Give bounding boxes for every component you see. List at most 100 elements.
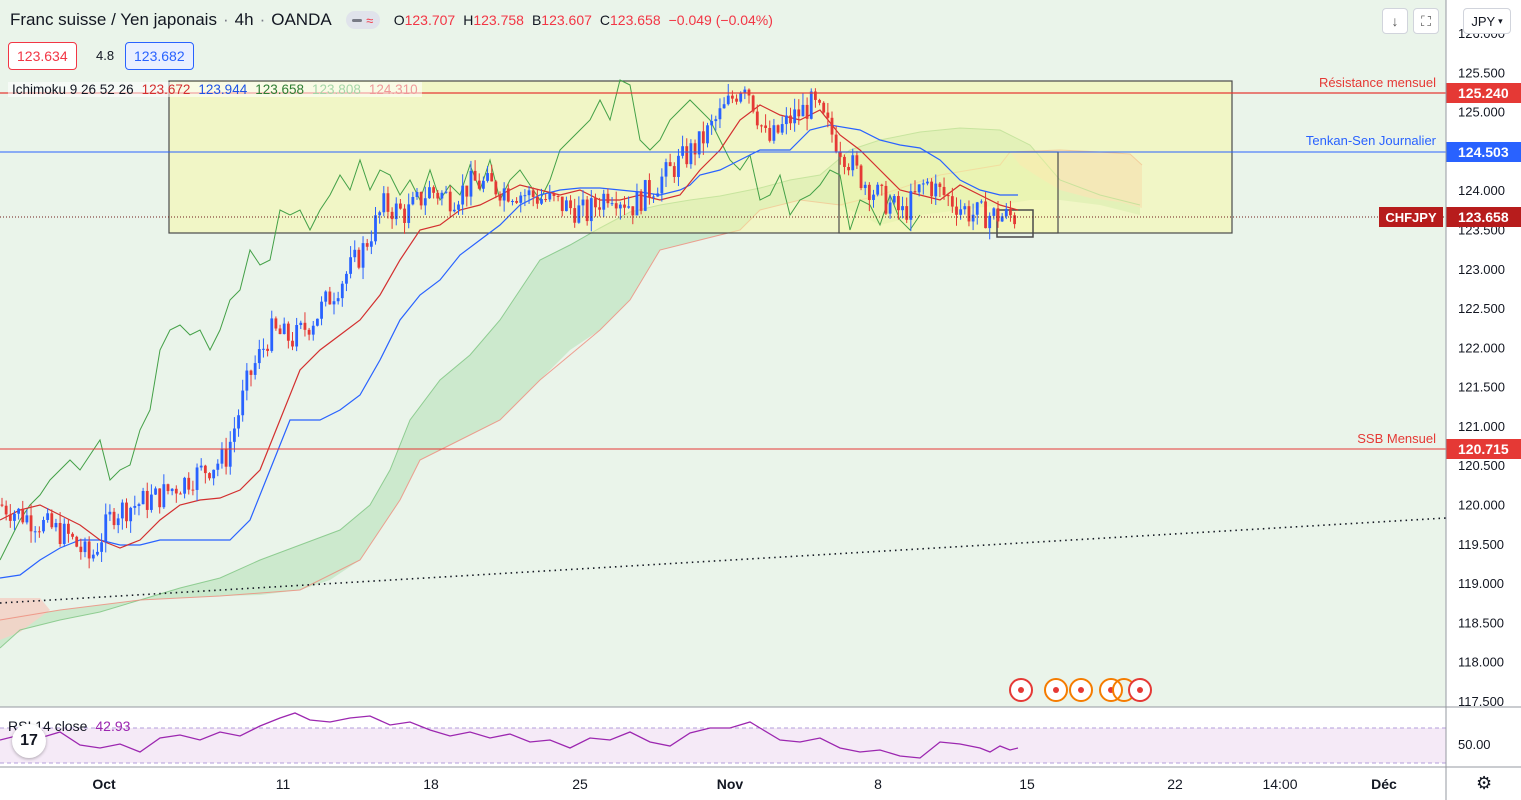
- currency-label: JPY: [1471, 13, 1496, 29]
- candle-body: [324, 291, 328, 302]
- candle-body: [602, 193, 606, 210]
- candle-body: [963, 206, 967, 210]
- time-axis-tick: Oct: [92, 776, 116, 792]
- candle-body: [303, 322, 307, 330]
- candle-body: [780, 124, 784, 133]
- candle-body: [826, 112, 830, 118]
- time-axis-tick: Nov: [717, 776, 744, 792]
- candle-body: [13, 513, 16, 521]
- candle-body: [419, 192, 423, 206]
- interval-label[interactable]: 4h: [234, 10, 254, 29]
- economic-events[interactable]: [1009, 678, 1152, 702]
- candle-body: [162, 484, 166, 508]
- candle-body: [237, 415, 240, 429]
- candle-body: [87, 541, 91, 559]
- candle-body: [46, 513, 50, 520]
- price-axis-tick: 117.500: [1458, 694, 1504, 709]
- candle-body: [54, 522, 58, 528]
- ssb-price-tag: 120.715: [1458, 441, 1509, 457]
- range-box-medium: [838, 151, 1059, 234]
- candle-body: [863, 184, 867, 189]
- candle-body: [660, 176, 664, 194]
- time-axis-tick: 25: [572, 776, 588, 792]
- candle-body: [494, 181, 498, 195]
- candle-body: [739, 93, 743, 102]
- currency-select[interactable]: JPY ▾: [1463, 8, 1511, 34]
- range-box-large: [168, 80, 1233, 234]
- candle-body: [731, 95, 734, 99]
- candle-body: [697, 131, 701, 155]
- candle-body: [506, 188, 510, 202]
- candle-body: [0, 504, 4, 506]
- candle-body: [888, 202, 892, 214]
- indicator-value: 124.310: [368, 82, 418, 97]
- candle-body: [166, 484, 170, 492]
- candle-body: [523, 195, 527, 197]
- ohlc-low: B123.607: [531, 12, 592, 28]
- ohlc-high: H123.758: [463, 12, 524, 28]
- candle-body: [432, 187, 435, 193]
- candle-body: [859, 165, 863, 189]
- candle-body: [79, 546, 83, 553]
- candle-body: [477, 180, 481, 189]
- time-axis[interactable]: Oct 11 18 25 Nov 8 15 22 14:00 Déc: [92, 776, 1397, 792]
- candle-body: [884, 185, 888, 214]
- price-axis[interactable]: 126.000125.500125.000124.000123.500123.0…: [1458, 26, 1505, 709]
- title-separator: ·: [222, 10, 229, 29]
- candle-body: [361, 243, 365, 268]
- candle-body: [623, 204, 626, 208]
- candle-body: [120, 502, 124, 519]
- ichimoku-legend[interactable]: Ichimoku 9 26 52 26 123.672 123.944 123.…: [8, 82, 422, 97]
- resistance-monthly-label: Résistance mensuel: [1319, 75, 1436, 90]
- candle-body: [216, 463, 220, 470]
- tenkan-sen-line: [0, 104, 1019, 549]
- price-axis-tick: 120.000: [1458, 498, 1505, 513]
- candle-body: [664, 162, 668, 177]
- candle-body: [764, 125, 767, 128]
- candle-body: [805, 104, 809, 119]
- candle-body: [847, 166, 850, 171]
- rsi-value: 42.93: [95, 718, 131, 734]
- candle-body: [83, 541, 87, 553]
- tenkan-price-tag: 124.503: [1458, 144, 1509, 160]
- candle-body: [390, 211, 394, 220]
- status-pill[interactable]: ≈: [345, 11, 380, 29]
- candle-body: [257, 349, 261, 364]
- candle-body: [282, 323, 286, 335]
- indicator-name: Ichimoku 9 26 52 26: [12, 82, 134, 97]
- buy-price-button[interactable]: 123.682: [125, 42, 194, 70]
- candle-body: [776, 125, 780, 133]
- candle-body: [793, 109, 797, 124]
- candle-body: [909, 191, 913, 220]
- candle-body: [569, 200, 572, 209]
- candle-body: [585, 199, 589, 222]
- candle-body: [270, 318, 274, 351]
- symbol-title[interactable]: Franc suisse / Yen japonais: [10, 10, 217, 29]
- sell-price-button[interactable]: 123.634: [8, 42, 77, 70]
- candle-body: [627, 206, 631, 208]
- candle-body: [399, 203, 402, 209]
- fit-screen-icon[interactable]: ⛶: [1413, 8, 1439, 34]
- candle-body: [897, 196, 900, 211]
- candle-body: [789, 115, 792, 124]
- candle-body: [565, 200, 568, 212]
- candle-body: [693, 143, 697, 155]
- candle-body: [241, 390, 245, 416]
- candle-body: [755, 111, 759, 126]
- candle-body: [461, 185, 465, 205]
- candle-body: [955, 206, 958, 215]
- candle-body: [921, 183, 925, 185]
- candle-body: [872, 194, 875, 201]
- arrow-down-icon[interactable]: ↓: [1382, 8, 1408, 34]
- rsi-line: [0, 712, 1019, 759]
- candle-body: [726, 95, 730, 105]
- candle-body: [544, 199, 548, 201]
- candle-body: [880, 184, 884, 186]
- price-axis-background: [1446, 0, 1521, 800]
- tradingview-logo[interactable]: 17: [12, 724, 46, 758]
- gear-icon[interactable]: ⚙: [1476, 773, 1493, 793]
- candle-body: [91, 554, 95, 559]
- candle-body: [174, 488, 178, 494]
- candle-body: [706, 125, 709, 144]
